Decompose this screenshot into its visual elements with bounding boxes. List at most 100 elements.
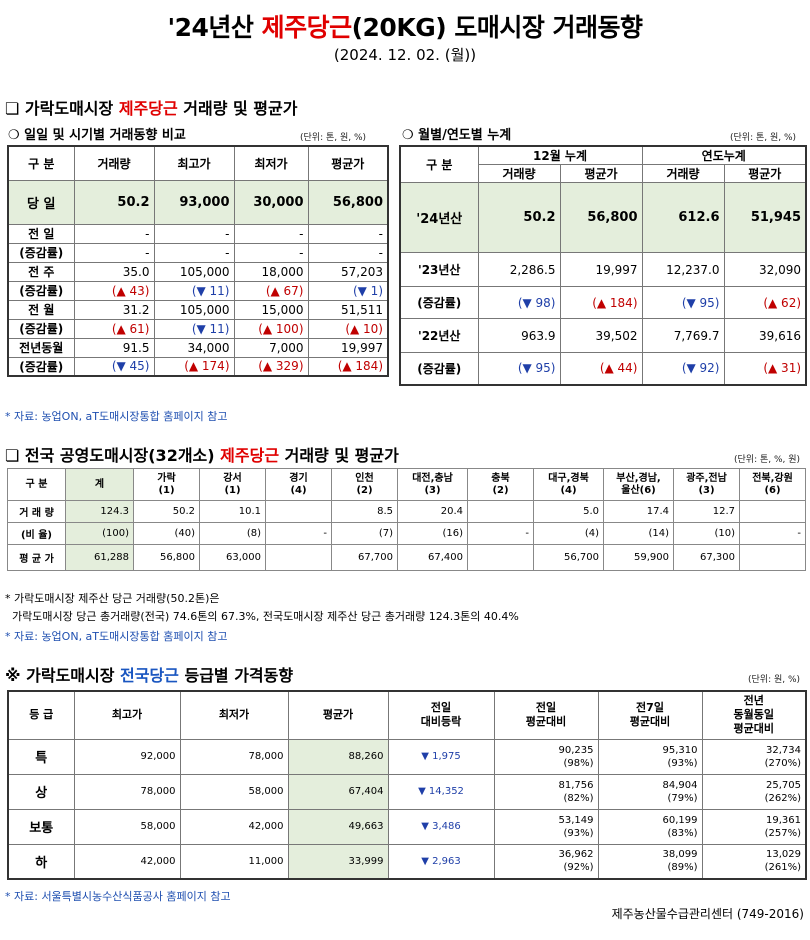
day-change: ▼ 2,963: [387, 843, 495, 880]
row-sublabel: (증감률): [399, 352, 479, 385]
col-header: 대전,충남 (3): [397, 468, 468, 501]
change-cell: (▼ 95): [477, 352, 561, 385]
change-cell: -: [233, 242, 309, 263]
col-header: 가락 (1): [133, 468, 200, 501]
value-cell: 17.4: [603, 500, 674, 523]
col-header: 연도누계: [641, 145, 807, 165]
change-cell: (▼ 45): [73, 356, 155, 377]
value-cell: 67,300: [673, 544, 740, 571]
value-cell: 31.2: [73, 299, 155, 320]
footer-center: 제주농산물수급관리센터 (749-2016): [611, 907, 804, 921]
value-cell: [739, 544, 806, 571]
day-change: ▼ 14,352: [387, 773, 495, 810]
value-cell: 18,000: [233, 261, 309, 282]
section3-title: ※ 가락도매시장 전국당근 등급별 가격동향: [5, 666, 294, 685]
value-cell: 20.4: [397, 500, 468, 523]
value-cell: [467, 544, 534, 571]
prev-year-avg: 19,361 (257%): [701, 808, 807, 845]
value-cell: 39,616: [723, 318, 807, 353]
min-price: 42,000: [179, 808, 289, 845]
value-cell: 57,203: [307, 261, 389, 282]
col-header: 전7일 평균대비: [597, 690, 703, 740]
value-cell: 32,090: [723, 252, 807, 287]
col-header: 부산,경남, 울산(6): [603, 468, 674, 501]
avg-price: 67,404: [287, 773, 389, 810]
today-max: 93,000: [153, 179, 235, 225]
change-cell: (▲ 100): [233, 318, 309, 339]
max-price: 92,000: [73, 738, 181, 775]
row-sublabel: (증감률): [7, 242, 75, 263]
day-change: ▼ 1,975: [387, 738, 495, 775]
today-avg: 56,800: [307, 179, 389, 225]
change-cell: (▲ 44): [559, 352, 643, 385]
value-cell: 59,900: [603, 544, 674, 571]
value-cell: (100): [65, 522, 134, 545]
row-label: 거 래 량: [7, 500, 66, 523]
value-cell: 19,997: [559, 252, 643, 287]
value-cell: (7): [331, 522, 398, 545]
col-header: 대구,경북 (4): [533, 468, 604, 501]
change-cell: -: [73, 242, 155, 263]
cumulative-subtitle: ❍ 월별/연도별 누계: [402, 128, 512, 143]
value-cell: 35.0: [73, 261, 155, 282]
value-cell: 10.1: [199, 500, 266, 523]
value-cell: 2,286.5: [477, 252, 561, 287]
col-header: 거래량: [477, 164, 561, 183]
section2-title: ❏ 전국 공영도매시장(32개소) 제주당근 거래량 및 평균가: [5, 446, 399, 465]
max-price: 42,000: [73, 843, 181, 880]
value-cell: [265, 544, 332, 571]
value-cell: 56,700: [533, 544, 604, 571]
prev-7day-avg: 38,099 (89%): [597, 843, 703, 880]
value-cell: 15,000: [233, 299, 309, 320]
change-cell: (▼ 11): [153, 280, 235, 301]
avg-price: 49,663: [287, 808, 389, 845]
cumulative-unit: (단위: 톤, 원, %): [730, 133, 797, 143]
value-cell: (40): [133, 522, 200, 545]
value-cell: (10): [673, 522, 740, 545]
national-table: 구 분 계 가락 (1) 강서 (1) 경기 (4) 인천 (2) 대전,충남 (3) 충북 (2) 대구,…: [7, 468, 806, 571]
value-cell: -: [233, 223, 309, 244]
col-header: 구 분: [399, 145, 479, 183]
national-note-1: * 가락도매시장 제주산 당근 거래량(50.2톤)은: [5, 592, 220, 605]
change-cell: (▲ 184): [559, 286, 643, 319]
value-cell: [265, 500, 332, 523]
value-cell: 56,800: [133, 544, 200, 571]
value-cell: (14): [603, 522, 674, 545]
prev-day-avg: 81,756 (82%): [493, 773, 599, 810]
change-cell: (▲ 43): [73, 280, 155, 301]
value-cell: 12.7: [673, 500, 740, 523]
row-label: (비 율): [7, 522, 66, 545]
col-header: 강서 (1): [199, 468, 266, 501]
prev-7day-avg: 84,904 (79%): [597, 773, 703, 810]
value-cell: 105,000: [153, 299, 235, 320]
y24-dec-volume: 50.2: [477, 182, 561, 253]
value-cell: 963.9: [477, 318, 561, 353]
value-cell: 91.5: [73, 337, 155, 358]
col-header: 광주,전남 (3): [673, 468, 740, 501]
prev-year-avg: 25,705 (262%): [701, 773, 807, 810]
daily-table: 구 분 거래량 최고가 최저가 평균가 당 일 50.2 93,000 30,000 56,80…: [7, 145, 389, 377]
report-date: (2024. 12. 02. (월)): [333, 46, 477, 64]
col-header: 최고가: [73, 690, 181, 740]
row-label: 전 주: [7, 261, 75, 282]
col-header: 계: [65, 468, 134, 501]
value-cell: 61,288: [65, 544, 134, 571]
change-cell: (▲ 62): [723, 286, 807, 319]
value-cell: -: [467, 522, 534, 545]
value-cell: 67,400: [397, 544, 468, 571]
value-cell: -: [739, 522, 806, 545]
col-header: 구 분: [7, 468, 66, 501]
col-header: 최저가: [233, 145, 309, 181]
min-price: 11,000: [179, 843, 289, 880]
max-price: 58,000: [73, 808, 181, 845]
change-cell: (▲ 67): [233, 280, 309, 301]
grade-table: 등 급 최고가 최저가 평균가 전일 대비등락 전일 평균대비 전7일 평균대비 전년 동월동…: [7, 690, 807, 880]
value-cell: 39,502: [559, 318, 643, 353]
value-cell: -: [307, 223, 389, 244]
value-cell: 7,000: [233, 337, 309, 358]
today-volume: 50.2: [73, 179, 155, 225]
col-header: 전일 평균대비: [493, 690, 599, 740]
col-header: 거래량: [641, 164, 725, 183]
daily-unit: (단위: 톤, 원, %): [300, 133, 367, 143]
change-cell: (▼ 11): [153, 318, 235, 339]
